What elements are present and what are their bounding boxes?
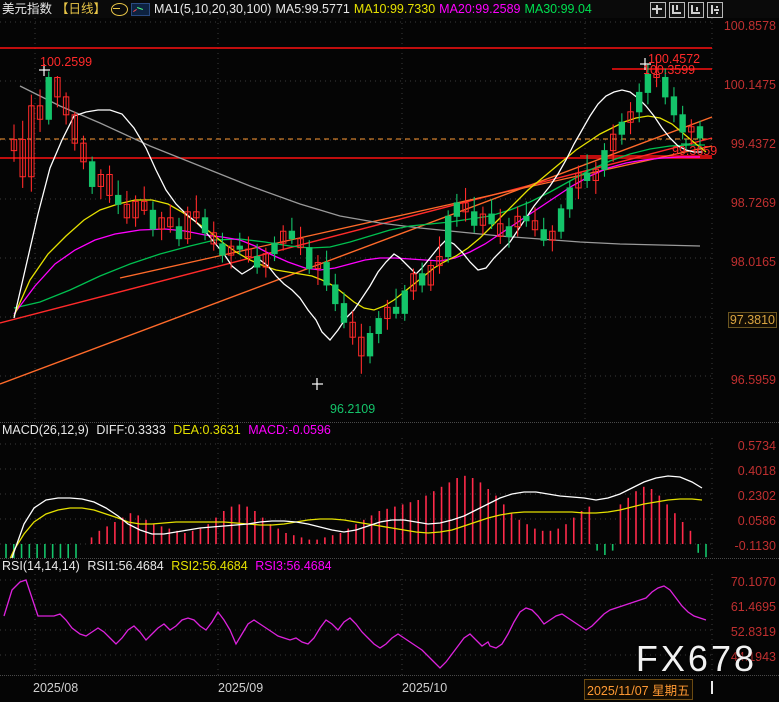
ma100-line [19, 85, 701, 247]
macd-axis-label-0: 0.5734 [737, 439, 776, 453]
macd-histogram [5, 475, 707, 558]
annotation-low-96-2109: 96.2109 [330, 402, 376, 416]
rsi-gridlines [0, 579, 712, 656]
price-axis-label-3: 98.7269 [730, 196, 776, 210]
chart-header: 美元指数 【日线】 MA1(5,10,20,30,100) MA5:99.577… [0, 0, 779, 18]
cursor-marker [711, 681, 713, 694]
annotation-high-100-4572: 100.4572 [648, 52, 701, 66]
rsi-line [3, 579, 707, 669]
annotation-100-3599: 100.3599 [643, 63, 696, 77]
chart-toolbar [650, 2, 723, 18]
ma10-value: MA10:99.7330 [353, 2, 436, 16]
macd-value: MACD:-0.0596 [248, 423, 331, 437]
watermark: FX678 [635, 638, 757, 679]
rsi-axis-label-2: 52.8319 [730, 625, 776, 639]
crosshair-marker-current [681, 139, 690, 149]
uptrend-line-mid [119, 145, 713, 279]
rsi-title: RSI(14,14,14) [2, 559, 80, 573]
macd-header: MACD(26,12,9) DIFF:0.3333 DEA:0.3631 MAC… [0, 422, 333, 439]
rsi-header: RSI(14,14,14) RSI1:56.4684 RSI2:56.4684 … [0, 558, 334, 575]
crosshair-marker-high2 [640, 58, 651, 70]
horizontal-split-tool-icon[interactable] [688, 2, 704, 18]
chart-icon[interactable] [131, 2, 151, 16]
ma30-value: MA30:99.04 [524, 2, 592, 16]
ma-params-label[interactable]: MA1(5,10,20,30,100) [154, 2, 272, 16]
price-chart-svg [0, 18, 779, 422]
uptrend-line-upper [0, 116, 713, 385]
ma20-value: MA20:99.2589 [439, 2, 521, 16]
date-label-2: 2025/10 [402, 681, 448, 695]
macd-title: MACD(26,12,9) [2, 423, 89, 437]
macd-diff: DIFF:0.3333 [96, 423, 166, 437]
macd-axis-label-2: 0.2302 [737, 489, 776, 503]
macd-axis-label-3: 0.0586 [737, 514, 776, 528]
price-axis-label-6: 96.5959 [730, 373, 776, 387]
crosshair-marker-low [312, 378, 323, 390]
price-axis-label-1: 100.1475 [723, 78, 776, 92]
macd-panel[interactable]: MACD(26,12,9) DIFF:0.3333 DEA:0.3631 MAC… [0, 422, 779, 558]
rsi-chart-svg [0, 558, 779, 675]
rsi-axis-label-0: 70.1070 [730, 575, 776, 589]
rsi2-value: RSI2:56.4684 [171, 559, 248, 573]
price-axis-label-highlighted: 97.3810 [727, 312, 777, 328]
macd-axis-label-4: -0.1130 [734, 539, 776, 553]
price-gridlines [0, 21, 712, 377]
price-chart-panel[interactable]: 100.8578 100.1475 99.4372 98.7269 98.016… [0, 18, 779, 422]
crosshair-tool-icon[interactable] [650, 2, 666, 18]
price-axis-label-2: 99.4372 [730, 137, 776, 151]
expand-tool-icon[interactable] [707, 2, 723, 18]
date-label-0: 2025/08 [33, 681, 79, 695]
ma5-value: MA5:99.5771 [275, 2, 350, 16]
macd-chart-svg [0, 422, 779, 558]
vertical-split-tool-icon[interactable] [669, 2, 685, 18]
rsi-panel[interactable]: RSI(14,14,14) RSI1:56.4684 RSI2:56.4684 … [0, 558, 779, 675]
date-label-1: 2025/09 [218, 681, 264, 695]
instrument-name[interactable]: 美元指数 [2, 2, 53, 16]
rsi3-value: RSI3:56.4684 [255, 559, 332, 573]
rsi1-value: RSI1:56.4684 [87, 559, 164, 573]
date-axis: 2025/08 2025/09 2025/10 2025/11/07 星期五 [0, 675, 779, 702]
price-axis-label-0: 100.8578 [723, 19, 776, 33]
macd-diff-line [11, 475, 703, 558]
ma5-line [13, 89, 702, 341]
date-cursor-label: 2025/11/07 星期五 [584, 679, 693, 700]
price-axis-label-4: 98.0165 [730, 255, 776, 269]
gear-circle-icon[interactable] [111, 2, 129, 16]
rsi-axis-label-1: 61.4695 [730, 600, 776, 614]
annotation-high-100-2599: 100.2599 [40, 55, 93, 69]
rsi-axis-label-3: 44.1943 [730, 650, 776, 664]
annotation-99-3659: 99.3659 [672, 144, 718, 158]
crosshair-marker-high [39, 64, 50, 76]
macd-axis-label-1: 0.4018 [737, 464, 776, 478]
macd-dea-line [9, 498, 703, 558]
candlestick-series [10, 56, 704, 374]
macd-dea: DEA:0.3631 [173, 423, 241, 437]
period-label[interactable]: 【日线】 [56, 2, 107, 16]
